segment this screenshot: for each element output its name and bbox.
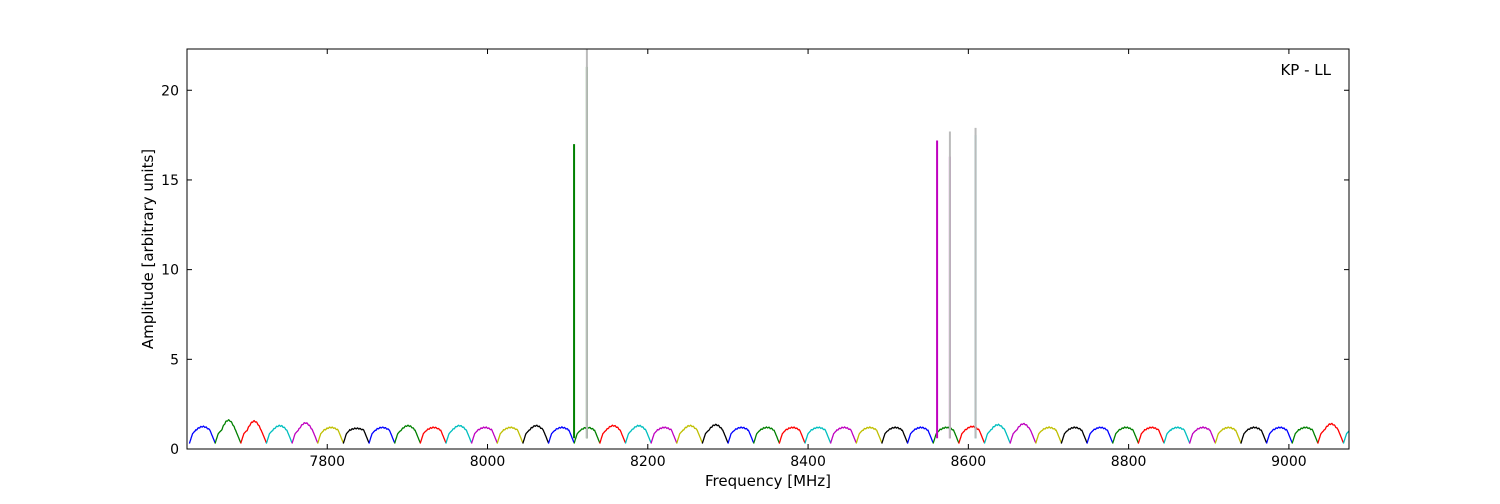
channel-trace-0 (188, 425, 216, 444)
channel-trace-39 (1188, 426, 1216, 444)
x-tick-label: 7800 (309, 454, 345, 470)
y-tick-label: 0 (170, 442, 179, 458)
channel-trace-5 (316, 426, 344, 444)
x-tick-label: 8600 (951, 454, 987, 470)
channel-trace-11 (470, 426, 498, 444)
channel-trace-2 (240, 419, 267, 444)
channel-trace-21 (727, 426, 755, 444)
baseline-annotation: KP - LL (1280, 61, 1331, 79)
channel-trace-9 (419, 426, 447, 444)
channel-trace-17 (624, 424, 652, 444)
channel-trace-4 (291, 422, 319, 444)
channel-trace-33 (1035, 426, 1062, 444)
y-tick-label: 15 (161, 173, 179, 189)
axis-ticks: 7800 8000 8200 8400 8600 8800 9000 0 5 10 15 20 (161, 49, 1349, 470)
y-tick-label: 20 (161, 83, 179, 99)
channel-trace-3 (265, 424, 293, 444)
channel-trace-40 (1214, 426, 1242, 444)
channel-trace-10 (445, 424, 473, 444)
x-axis-label: Frequency [MHz] (705, 472, 831, 490)
channel-trace-37 (1137, 426, 1165, 444)
channel-trace-24 (804, 426, 832, 444)
channel-trace-22 (752, 426, 780, 444)
y-tick-label: 5 (170, 352, 179, 368)
channel-trace-16 (599, 424, 626, 444)
channel-trace-27 (881, 426, 909, 444)
channel-trace-26 (855, 426, 883, 444)
axes-frame (186, 48, 1350, 450)
channel-trace-32 (1009, 422, 1037, 444)
channel-trace-14 (547, 426, 575, 444)
x-tick-label: 8400 (790, 454, 826, 470)
y-tick-label: 10 (161, 263, 179, 279)
x-tick-label: 9000 (1271, 454, 1307, 470)
channel-trace-36 (1111, 426, 1139, 444)
channel-trace-42 (1265, 426, 1293, 444)
channel-trace-30 (958, 425, 985, 444)
x-tick-label: 8200 (630, 454, 666, 470)
channel-trace-47 (1395, 425, 1421, 443)
channel-trace-41 (1240, 426, 1268, 444)
channel-trace-38 (1163, 426, 1191, 444)
channel-trace-1 (214, 419, 242, 444)
channel-trace-44 (1317, 422, 1344, 444)
channel-trace-6 (342, 427, 370, 444)
channel-trace-43 (1291, 426, 1319, 444)
channel-trace-45 (1342, 430, 1349, 444)
plot-area (188, 49, 1421, 444)
x-tick-label: 8800 (1111, 454, 1147, 470)
y-axis-label: Amplitude [arbitrary units] (139, 149, 157, 349)
channel-trace-13 (522, 424, 550, 444)
channel-trace-7 (368, 426, 396, 444)
channel-trace-18 (650, 426, 678, 444)
channel-trace-20 (701, 423, 729, 444)
channel-trace-46 (1369, 420, 1395, 444)
channel-trace-25 (829, 426, 857, 444)
x-tick-label: 8000 (470, 454, 506, 470)
channel-trace-31 (983, 423, 1011, 444)
channel-trace-8 (393, 424, 421, 444)
channel-trace-23 (778, 426, 806, 444)
channel-trace-12 (496, 426, 524, 444)
channel-trace-19 (675, 424, 703, 444)
channel-trace-28 (906, 426, 934, 444)
channel-trace-34 (1060, 426, 1088, 444)
channel-trace-35 (1086, 426, 1114, 444)
